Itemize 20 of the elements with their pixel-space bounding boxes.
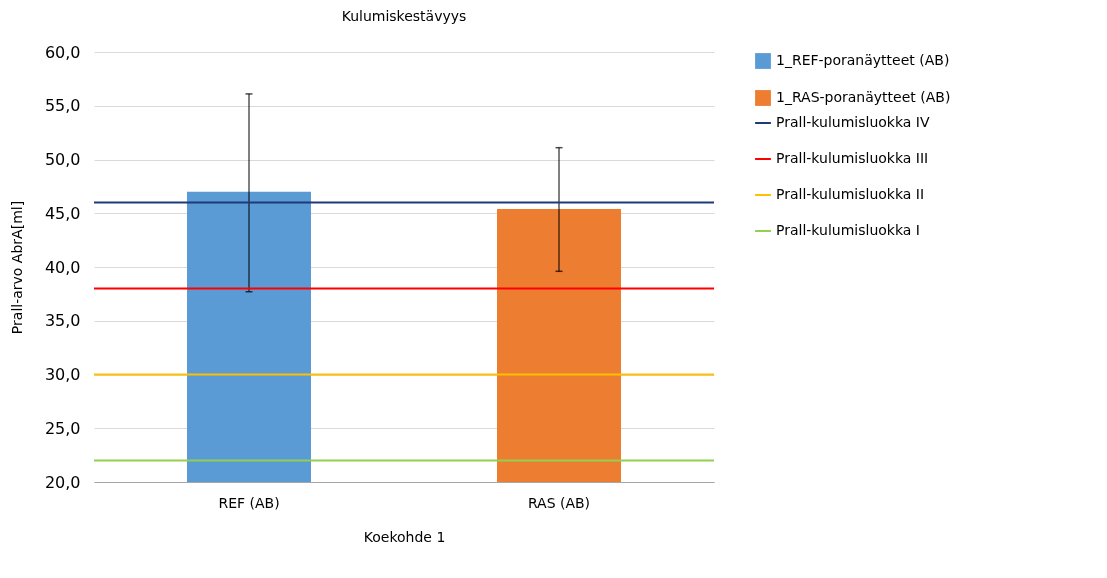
- legend-label: Prall-kulumisluokka III: [776, 150, 929, 166]
- y-tick-label: 30,0: [44, 365, 81, 384]
- legend-label: Prall-kulumisluokka IV: [776, 114, 930, 130]
- x-tick-label: REF (AB): [218, 494, 280, 511]
- chart-title: Kulumiskestävyys: [341, 8, 467, 24]
- y-tick-label: 20,0: [44, 472, 81, 492]
- legend-label: Prall-kulumisluokka I: [776, 222, 920, 238]
- x-axis-title: Koekohde 1: [363, 528, 446, 545]
- y-tick-label: 25,0: [44, 418, 81, 438]
- y-tick-label: 35,0: [44, 311, 81, 331]
- y-tick-label: 55,0: [44, 96, 81, 116]
- legend-label: Prall-kulumisluokka II: [776, 186, 925, 202]
- y-axis-title: Prall-arvo AbrA[ml]: [8, 200, 25, 335]
- y-tick-label: 50,0: [44, 150, 81, 169]
- y-tick-label: 45,0: [44, 203, 81, 223]
- y-tick-label: 60,0: [44, 42, 81, 62]
- y-tick-label: 40,0: [44, 257, 81, 277]
- legend-label: 1_RAS-poranäytteet (AB): [776, 89, 951, 105]
- legend-label: 1_REF-poranäytteet (AB): [776, 52, 950, 68]
- x-tick-label: RAS (AB): [527, 494, 591, 511]
